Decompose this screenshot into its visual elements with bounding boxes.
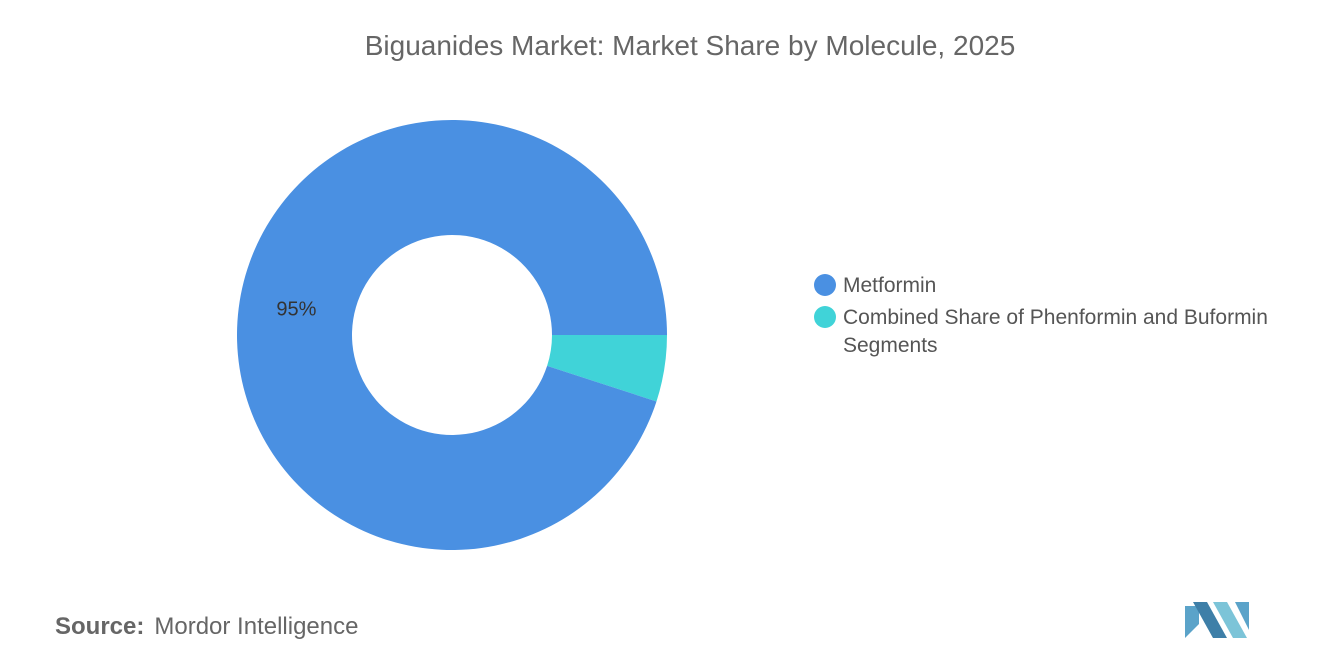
legend-item: Combined Share of Phenformin and Buformi… bbox=[814, 304, 1304, 360]
donut-slice-combined-share-of-phenformin-and-buformin-segments bbox=[547, 335, 667, 402]
chart-legend: Metformin Combined Share of Phenformin an… bbox=[814, 272, 1304, 364]
source-note: Source: Mordor Intelligence bbox=[55, 613, 358, 641]
donut-slice-labels: 95% bbox=[276, 299, 316, 321]
legend-swatch bbox=[814, 274, 836, 296]
donut-slice-metformin bbox=[237, 119, 667, 550]
legend-label: Metformin bbox=[843, 274, 937, 297]
logo-shape-middle-1 bbox=[1193, 602, 1227, 638]
donut-slices bbox=[237, 119, 667, 550]
logo-shape-middle-2 bbox=[1213, 602, 1247, 638]
logo-shape-left bbox=[1185, 606, 1199, 638]
slice-data-label: 95% bbox=[276, 299, 316, 321]
source-text: Mordor Intelligence bbox=[154, 613, 359, 640]
source-prefix: Source: bbox=[55, 613, 145, 640]
legend-item: Metformin bbox=[814, 272, 1304, 300]
legend-label: Combined Share of Phenformin and Buformi… bbox=[843, 306, 1268, 357]
logo-shape-right bbox=[1235, 602, 1249, 630]
legend-swatch bbox=[814, 306, 836, 328]
mordor-intelligence-logo-icon bbox=[1185, 602, 1249, 638]
chart-title: Biguanides Market: Market Share by Molec… bbox=[364, 30, 1016, 61]
